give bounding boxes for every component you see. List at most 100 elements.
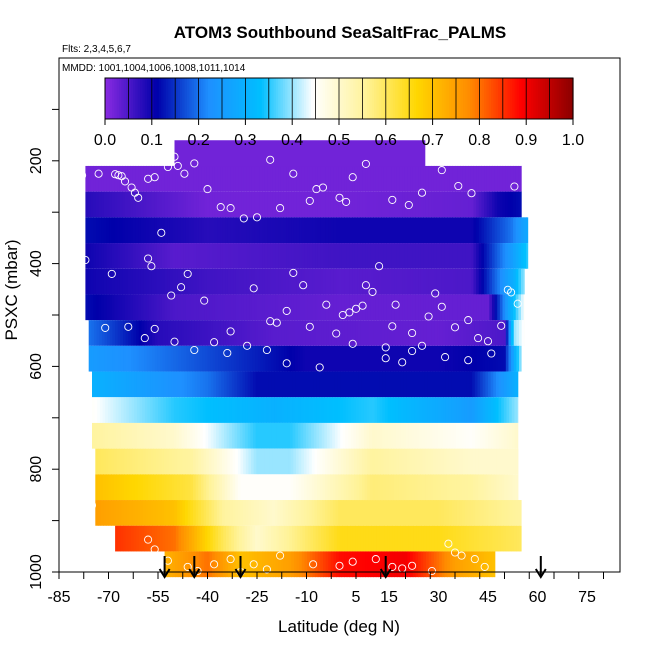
heatmap-cell: [340, 371, 344, 398]
heatmap-cell: [227, 474, 231, 501]
heatmap-cell: [343, 448, 347, 475]
heatmap-cell: [505, 191, 509, 218]
heatmap-cell: [316, 397, 320, 423]
heatmap-cell: [491, 551, 496, 578]
heatmap-cell: [183, 320, 187, 346]
heatmap-cell: [311, 422, 315, 449]
heatmap-cell: [375, 191, 380, 218]
heatmap-cell: [521, 294, 525, 321]
heatmap-cell: [381, 525, 385, 552]
heatmap-cell: [379, 320, 383, 346]
heatmap-cell: [242, 422, 246, 449]
heatmap-cell: [357, 268, 361, 295]
heatmap-cell: [501, 500, 506, 526]
heatmap-cell: [423, 243, 427, 269]
heatmap-cell: [323, 320, 327, 346]
heatmap-cell: [490, 422, 494, 449]
heatmap-cell: [387, 397, 391, 423]
heatmap-cell: [328, 243, 332, 269]
heatmap-cell: [435, 422, 439, 449]
heatmap-cell: [251, 165, 255, 192]
data-point: [276, 551, 285, 560]
data-point: [299, 281, 308, 290]
heatmap-cell: [341, 243, 345, 269]
heatmap-cell: [247, 320, 251, 346]
heatmap-cell: [484, 345, 488, 372]
heatmap-cell: [348, 500, 352, 526]
heatmap-cell: [208, 448, 213, 475]
heatmap-cell: [288, 191, 292, 218]
heatmap-cell: [513, 217, 517, 244]
heatmap-cell: [289, 525, 293, 552]
heatmap-cell: [275, 165, 279, 192]
heatmap-cell: [209, 191, 213, 218]
heatmap-cell: [205, 371, 209, 398]
colorbar-segment: [329, 78, 333, 119]
heatmap-cell: [486, 191, 490, 218]
heatmap-cell: [511, 320, 515, 346]
heatmap-cell: [476, 525, 481, 552]
heatmap-cell: [296, 268, 300, 295]
heatmap-cell: [211, 500, 215, 526]
heatmap-cell: [298, 474, 302, 501]
colorbar-segment: [554, 78, 558, 119]
heatmap-cell: [427, 397, 431, 423]
heatmap-cell: [381, 268, 385, 295]
heatmap-cell: [138, 294, 142, 321]
heatmap-cell: [229, 474, 234, 501]
heatmap-cell: [93, 345, 98, 372]
heatmap-cell: [230, 165, 234, 192]
colorbar-segment: [193, 78, 197, 119]
heatmap-cell: [354, 243, 358, 269]
heatmap-cell: [335, 500, 339, 526]
heatmap-cell: [444, 294, 448, 321]
heatmap-cell: [415, 217, 419, 244]
heatmap-cell: [280, 268, 284, 295]
heatmap-cell: [354, 551, 358, 578]
heatmap-cell: [225, 191, 229, 218]
heatmap-cell: [424, 397, 428, 423]
heatmap-cell: [307, 243, 311, 269]
heatmap-cell: [199, 345, 203, 372]
heatmap-cell: [515, 217, 519, 244]
heatmap-cell: [299, 345, 304, 372]
heatmap-cell: [342, 397, 347, 423]
heatmap-cell: [504, 474, 508, 501]
heatmap-cell: [317, 268, 321, 295]
heatmap-cell: [161, 268, 166, 295]
heatmap-cell: [350, 320, 354, 346]
heatmap-cell: [359, 448, 363, 475]
heatmap-cell: [502, 191, 506, 218]
heatmap-cell: [136, 371, 141, 398]
heatmap-cell: [296, 243, 300, 269]
heatmap-cell: [110, 397, 114, 423]
data-point: [348, 173, 357, 182]
heatmap-cell: [175, 165, 179, 192]
heatmap-cell: [328, 551, 332, 578]
heatmap-cell: [363, 525, 367, 552]
heatmap-cell: [397, 345, 401, 372]
heatmap-cell: [111, 243, 116, 269]
data-point: [398, 358, 407, 367]
colorbar-segment: [509, 78, 513, 119]
heatmap-cell: [262, 243, 266, 269]
heatmap-cell: [494, 191, 498, 218]
y-tick-label: 400: [28, 250, 45, 277]
heatmap-cell: [334, 422, 339, 449]
heatmap-cell: [420, 474, 424, 501]
heatmap-cell: [420, 217, 424, 244]
heatmap-cell: [246, 551, 250, 578]
heatmap-cell: [336, 345, 341, 372]
heatmap-cell: [441, 243, 446, 269]
heatmap-cell: [317, 500, 321, 526]
heatmap-cell: [194, 525, 198, 552]
heatmap-cell: [267, 268, 271, 295]
heatmap-cell: [125, 165, 129, 192]
heatmap-cell: [471, 345, 475, 372]
heatmap-cell: [352, 294, 356, 321]
heatmap-cell: [392, 525, 396, 552]
heatmap-cell: [468, 320, 473, 346]
heatmap-cell: [188, 294, 192, 321]
heatmap-cell: [359, 268, 364, 295]
data-point: [170, 337, 179, 346]
